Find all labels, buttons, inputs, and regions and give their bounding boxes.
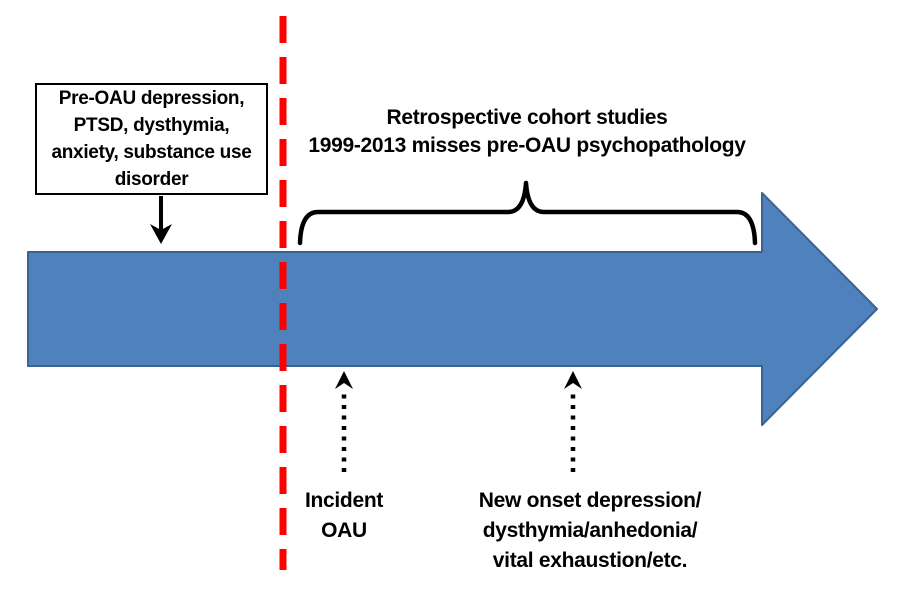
up-arrowhead-incident-icon: [335, 371, 353, 389]
pre-oau-box-text: Pre-OAU depression, PTSD, dysthymia, anx…: [51, 88, 252, 190]
incident-oau-label: Incident OAU: [304, 489, 384, 542]
timeline-right-arrow-icon: [27, 192, 878, 426]
retrospective-cohort-note: Retrospective cohort studies 1999-2013 m…: [308, 106, 746, 157]
pre-oau-psychopathology-box: Pre-OAU depression, PTSD, dysthymia, anx…: [35, 83, 268, 195]
curly-brace-icon: [297, 180, 758, 246]
up-arrowhead-new-onset-icon: [564, 371, 582, 389]
down-arrowhead-icon: [150, 224, 172, 244]
new-onset-label: New onset depression/ dysthymia/anhedoni…: [478, 489, 702, 572]
